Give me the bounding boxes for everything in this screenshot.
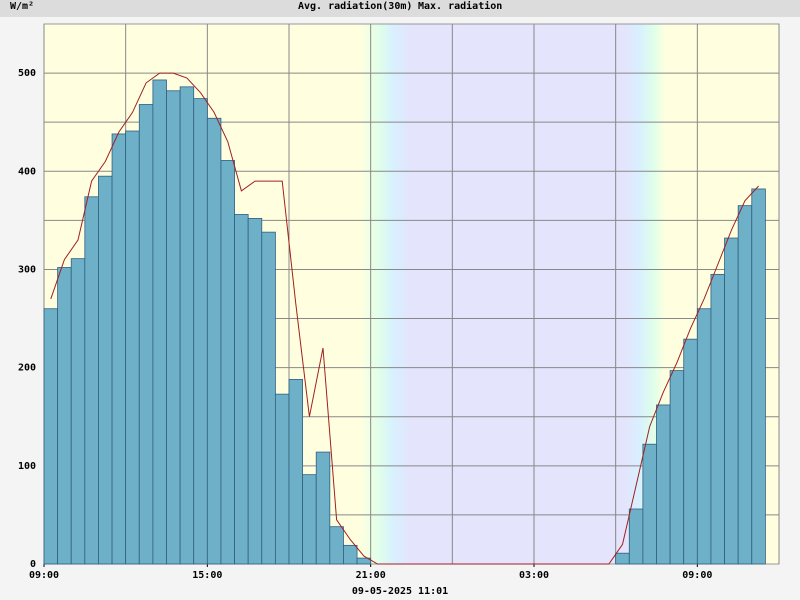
bar [179, 86, 195, 565]
x-tick-label: 09:00 [682, 570, 712, 581]
bar [261, 231, 276, 565]
bar [98, 175, 113, 565]
bar [138, 104, 154, 565]
legend-entry: Max. radiation [418, 0, 502, 12]
x-tick-label: 09:00 [29, 570, 59, 581]
y-tick-label: 300 [18, 264, 36, 275]
bar [737, 205, 753, 565]
bar [710, 273, 725, 565]
bar [84, 196, 99, 565]
bar [152, 79, 167, 565]
bar [125, 130, 140, 565]
x-tick-label: 21:00 [356, 570, 386, 581]
bar [343, 544, 358, 565]
bar [669, 370, 685, 565]
bar [274, 393, 290, 565]
x-tick-label: 15:00 [192, 570, 222, 581]
y-tick-label: 100 [18, 461, 36, 472]
bar [696, 308, 712, 565]
bar [70, 258, 86, 565]
bar [683, 338, 698, 565]
bar [234, 214, 249, 565]
bar [315, 451, 331, 565]
header-bar [0, 0, 800, 17]
bar [288, 379, 304, 565]
y-tick-label: 500 [18, 68, 36, 79]
bar [656, 404, 671, 565]
bar [220, 160, 235, 565]
y-tick-label: 400 [18, 166, 36, 177]
bar [193, 98, 208, 565]
y-tick-label: 200 [18, 363, 36, 374]
bar [247, 217, 263, 565]
bar [642, 443, 657, 565]
y-tick-label: 0 [30, 559, 36, 570]
bar [43, 308, 59, 565]
bar [724, 237, 739, 565]
x-tick-label: 03:00 [519, 570, 549, 581]
bar [329, 526, 344, 565]
y-axis-unit: W/m² [10, 1, 34, 12]
legend-entry: Avg. radiation(30m) [298, 0, 412, 12]
bar [111, 133, 127, 565]
bar [302, 474, 317, 565]
bar [206, 117, 222, 565]
footer-date: 09-05-2025 11:01 [352, 586, 448, 597]
bar [615, 552, 630, 565]
bar [356, 557, 372, 565]
bar [57, 267, 72, 565]
bar [166, 90, 181, 565]
bar [628, 508, 644, 565]
max-line [50, 72, 759, 565]
bar [751, 188, 766, 565]
